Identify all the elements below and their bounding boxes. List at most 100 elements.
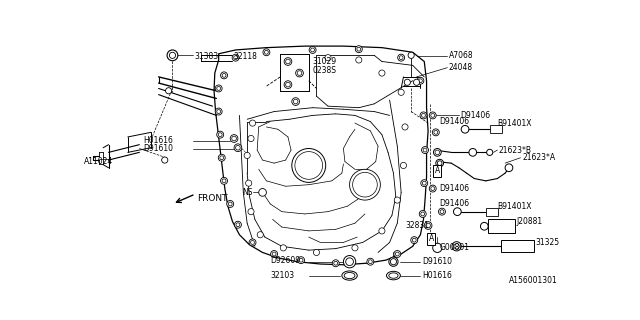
Text: 31383: 31383 (195, 52, 219, 61)
Circle shape (396, 252, 399, 256)
Circle shape (285, 82, 291, 87)
Circle shape (356, 57, 362, 63)
Circle shape (248, 209, 254, 215)
Circle shape (411, 237, 418, 244)
Circle shape (420, 212, 424, 216)
Circle shape (369, 260, 372, 264)
Text: J20881: J20881 (516, 217, 543, 226)
Circle shape (292, 148, 326, 182)
Circle shape (222, 179, 226, 183)
Circle shape (454, 208, 461, 215)
Circle shape (257, 232, 263, 238)
Circle shape (440, 210, 444, 213)
Circle shape (299, 258, 303, 262)
Circle shape (230, 135, 238, 142)
Circle shape (234, 221, 241, 228)
Circle shape (397, 54, 404, 61)
Circle shape (429, 185, 436, 192)
Circle shape (251, 241, 255, 244)
Circle shape (232, 136, 236, 141)
Circle shape (259, 188, 266, 196)
Text: 21623*A: 21623*A (522, 153, 555, 162)
Circle shape (486, 149, 493, 156)
Circle shape (436, 159, 444, 167)
Circle shape (325, 55, 331, 61)
Circle shape (234, 144, 242, 152)
Circle shape (435, 150, 440, 155)
Circle shape (272, 252, 276, 256)
Text: D92609: D92609 (270, 256, 300, 265)
Circle shape (461, 125, 469, 133)
Circle shape (170, 52, 175, 59)
Circle shape (280, 245, 287, 251)
Circle shape (236, 145, 240, 150)
Circle shape (222, 73, 226, 77)
Text: B91401X: B91401X (497, 202, 532, 211)
Circle shape (424, 222, 432, 229)
Bar (486, 208, 498, 215)
Circle shape (263, 49, 270, 56)
Circle shape (297, 71, 302, 75)
Text: B91401X: B91401X (497, 119, 532, 128)
Circle shape (433, 148, 441, 156)
Circle shape (420, 112, 427, 119)
Circle shape (167, 50, 178, 61)
Circle shape (344, 256, 356, 268)
Circle shape (310, 48, 314, 52)
Bar (501, 240, 534, 252)
Bar (488, 219, 515, 233)
Ellipse shape (387, 271, 401, 280)
Circle shape (399, 56, 403, 60)
Text: D91406: D91406 (440, 199, 470, 208)
Circle shape (352, 245, 358, 251)
Circle shape (221, 177, 227, 184)
Circle shape (412, 238, 416, 242)
Circle shape (292, 98, 300, 105)
Text: D91406: D91406 (440, 184, 470, 193)
Circle shape (417, 77, 424, 84)
Text: NS: NS (242, 188, 252, 197)
Circle shape (353, 172, 378, 197)
Circle shape (215, 108, 222, 115)
Ellipse shape (344, 273, 355, 279)
Circle shape (334, 261, 338, 265)
Circle shape (285, 59, 291, 64)
Text: A: A (435, 166, 440, 175)
Circle shape (250, 120, 255, 126)
Polygon shape (214, 46, 428, 265)
Circle shape (469, 148, 477, 156)
Circle shape (408, 52, 414, 59)
Circle shape (429, 112, 436, 119)
Circle shape (355, 46, 362, 53)
Circle shape (220, 156, 223, 160)
Circle shape (394, 251, 401, 258)
Circle shape (422, 114, 426, 117)
Circle shape (234, 56, 237, 60)
Circle shape (221, 72, 227, 79)
Circle shape (402, 124, 408, 130)
Circle shape (398, 89, 404, 95)
Ellipse shape (389, 273, 398, 278)
Circle shape (413, 79, 420, 85)
Circle shape (426, 223, 431, 228)
Circle shape (454, 244, 460, 249)
Circle shape (422, 181, 426, 185)
Circle shape (244, 152, 250, 158)
Text: H01616: H01616 (143, 136, 173, 145)
Circle shape (227, 201, 234, 207)
Text: D91610: D91610 (143, 144, 173, 153)
Circle shape (218, 133, 222, 137)
Circle shape (217, 86, 221, 90)
Circle shape (232, 54, 239, 61)
Circle shape (379, 70, 385, 76)
Circle shape (295, 152, 323, 179)
Ellipse shape (342, 271, 357, 280)
Circle shape (438, 208, 445, 215)
Circle shape (332, 260, 339, 267)
Circle shape (236, 223, 240, 227)
Circle shape (433, 243, 442, 252)
Circle shape (357, 47, 361, 51)
Circle shape (246, 180, 252, 186)
Circle shape (309, 46, 316, 53)
Circle shape (434, 131, 438, 134)
